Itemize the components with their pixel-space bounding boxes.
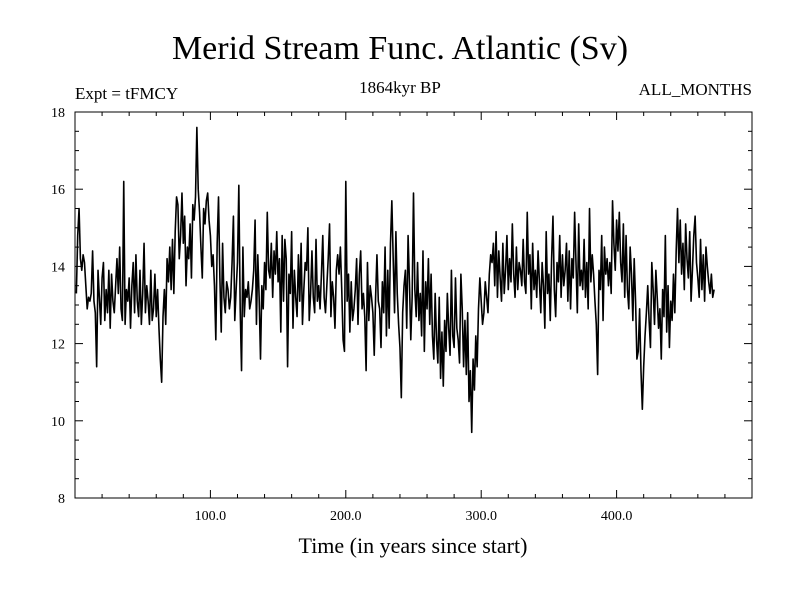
axes: 8 10 12 14 16 18 100.0 200.0 300.0 400.0 — [51, 106, 753, 524]
y-tick-label: 14 — [51, 260, 65, 275]
y-tick-label: 16 — [51, 183, 65, 198]
x-tick-label: 100.0 — [195, 509, 227, 524]
x-axis-label: Time (in years since start) — [298, 533, 528, 558]
experiment-label: Expt = tFMCY — [75, 84, 179, 103]
series-layer — [75, 126, 715, 434]
y-tick-label: 8 — [58, 492, 65, 507]
x-tick-label: 300.0 — [465, 509, 497, 524]
y-tick-label: 18 — [51, 106, 65, 121]
months-label: ALL_MONTHS — [638, 80, 752, 99]
y-tick-label: 12 — [51, 338, 65, 353]
chart-title: Merid Stream Func. Atlantic (Sv) — [171, 30, 629, 67]
series-line — [75, 126, 715, 434]
y-tick-label: 10 — [51, 415, 65, 430]
x-tick-label: 200.0 — [330, 509, 362, 524]
chart-subtitle: 1864kyr BP — [359, 78, 441, 97]
x-tick-label: 400.0 — [601, 509, 633, 524]
